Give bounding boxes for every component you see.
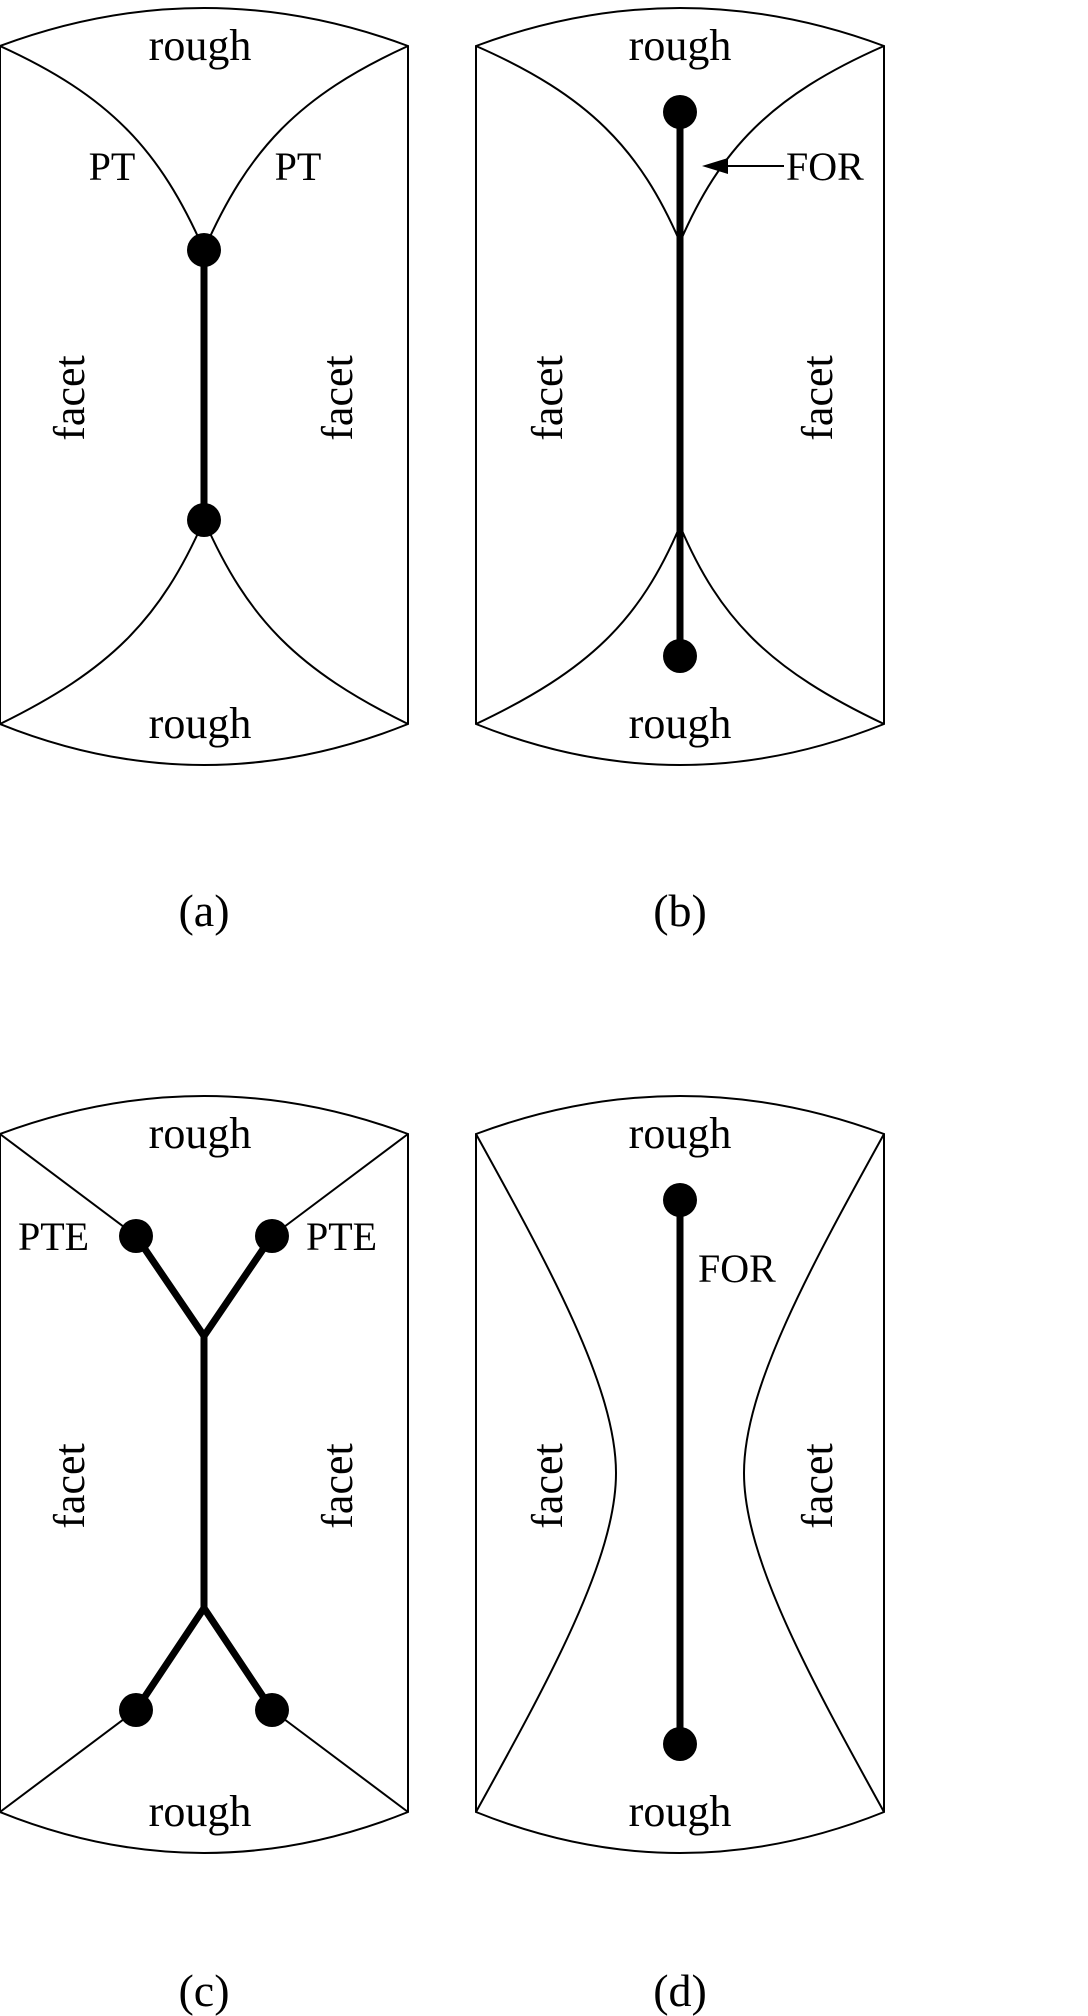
panel-b-endpoint-bottom	[663, 639, 697, 673]
panel-d-label-left: facet	[523, 1443, 572, 1528]
panel-a-boundary-bottom-right	[203, 519, 409, 725]
panel-a-label-left: facet	[45, 355, 94, 440]
panel-d-label-bottom: rough	[629, 1787, 732, 1836]
panel-b-boundary-top-right	[679, 45, 885, 243]
panel-d-label-top: rough	[629, 1109, 732, 1158]
panel-c-boundary-bottom-right	[271, 1709, 409, 1813]
panel-c-label-left: facet	[45, 1443, 94, 1528]
panel-b-label-top: rough	[629, 21, 732, 70]
panel-b-caption: (b)	[653, 885, 707, 936]
panel-c-label-top: rough	[149, 1109, 252, 1158]
panel-d-caption: (d)	[653, 1965, 707, 2016]
panel-b-boundary-bottom-right	[679, 525, 885, 725]
panel-a-endpoint-bottom	[187, 503, 221, 537]
panel-c-endpoint-bottom-right	[255, 1693, 289, 1727]
panel-a-caption: (a)	[178, 885, 229, 936]
panel-a-boundary-bottom-left	[0, 519, 205, 725]
panel-c-endpoint-top-right	[255, 1219, 289, 1253]
panel-b-boundary-top-left	[475, 45, 681, 243]
panel-a-callout-left: PT	[89, 144, 136, 189]
panel-c-transition-network-bottom	[133, 1601, 275, 1712]
panel-d-endpoint-bottom	[663, 1727, 697, 1761]
panel-a-label-top: rough	[149, 21, 252, 70]
panel-b-label-left: facet	[523, 355, 572, 440]
panel-c-boundary-top-left	[0, 1133, 137, 1237]
panel-a-callout-right: PT	[275, 144, 322, 189]
panel-c-endpoint-bottom-left	[119, 1693, 153, 1727]
panel-a-boundary-top-left	[0, 45, 205, 251]
panel-d-boundary-right	[742, 1133, 885, 1813]
panel-a-label-bottom: rough	[149, 699, 252, 748]
panel-b-endpoint-top	[663, 95, 697, 129]
panel-c: PTE PTE rough rough facet facet (c)	[0, 1095, 409, 2016]
panel-a-label-right: facet	[313, 355, 362, 440]
panel-a-endpoint-top	[187, 233, 221, 267]
panel-c-endpoint-top-left	[119, 1219, 153, 1253]
panel-b: FOR rough rough facet facet (b)	[475, 7, 885, 936]
panel-d-endpoint-top	[663, 1183, 697, 1217]
panel-d-callout: FOR	[698, 1246, 776, 1291]
panel-d-label-right: facet	[793, 1443, 842, 1528]
panel-d: FOR rough rough facet facet (d)	[475, 1095, 885, 2016]
panel-d-boundary-left	[475, 1133, 618, 1813]
panel-b-label-bottom: rough	[629, 699, 732, 748]
panel-b-callout-arrowhead	[702, 158, 728, 174]
panel-c-callout-right: PTE	[306, 1214, 377, 1259]
panel-c-caption: (c)	[178, 1965, 229, 2016]
panel-c-boundary-bottom-left	[0, 1709, 137, 1813]
panel-a-boundary-top-right	[203, 45, 409, 251]
panel-b-callout: FOR	[786, 144, 864, 189]
panel-b-label-right: facet	[793, 355, 842, 440]
panel-c-label-right: facet	[313, 1443, 362, 1528]
panel-c-callout-left: PTE	[18, 1214, 89, 1259]
panel-b-boundary-bottom-left	[475, 525, 681, 725]
panel-a: rough rough PT PT facet facet (a)	[0, 7, 409, 936]
panel-c-label-bottom: rough	[149, 1787, 252, 1836]
panel-c-boundary-top-right	[271, 1133, 409, 1237]
panel-c-transition-network-top	[133, 1234, 275, 1343]
